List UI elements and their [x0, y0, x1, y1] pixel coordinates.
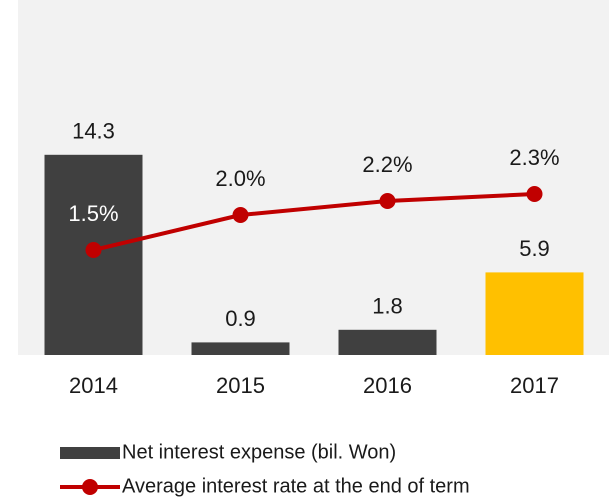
line — [93, 192, 535, 252]
legend-swatch — [60, 447, 120, 459]
bar — [338, 329, 437, 355]
line-point — [85, 242, 102, 258]
x-tick-label: 2016 — [363, 373, 412, 398]
bar-value-label: 14.3 — [72, 119, 115, 144]
x-tick-label: 2017 — [510, 373, 559, 398]
legend-label: Average interest rate at the end of term — [122, 475, 470, 497]
line-point — [379, 193, 396, 209]
line-point — [526, 186, 543, 202]
bar-value-label: 1.8 — [372, 294, 403, 319]
line-point — [232, 207, 249, 223]
legend-marker — [82, 479, 98, 495]
bar — [191, 342, 290, 355]
line-value-label: 2.0% — [215, 166, 265, 191]
bar — [485, 272, 584, 355]
line-value-label: 2.3% — [509, 145, 559, 170]
legend-label: Net interest expense (bil. Won) — [122, 441, 396, 463]
bar-value-label: 0.9 — [225, 306, 256, 331]
x-tick-label: 2014 — [69, 373, 118, 398]
line-value-label: 2.2% — [362, 152, 412, 177]
bar-value-label: 5.9 — [519, 236, 550, 261]
x-tick-label: 2015 — [216, 373, 265, 398]
line-value-label: 1.5% — [68, 201, 118, 226]
